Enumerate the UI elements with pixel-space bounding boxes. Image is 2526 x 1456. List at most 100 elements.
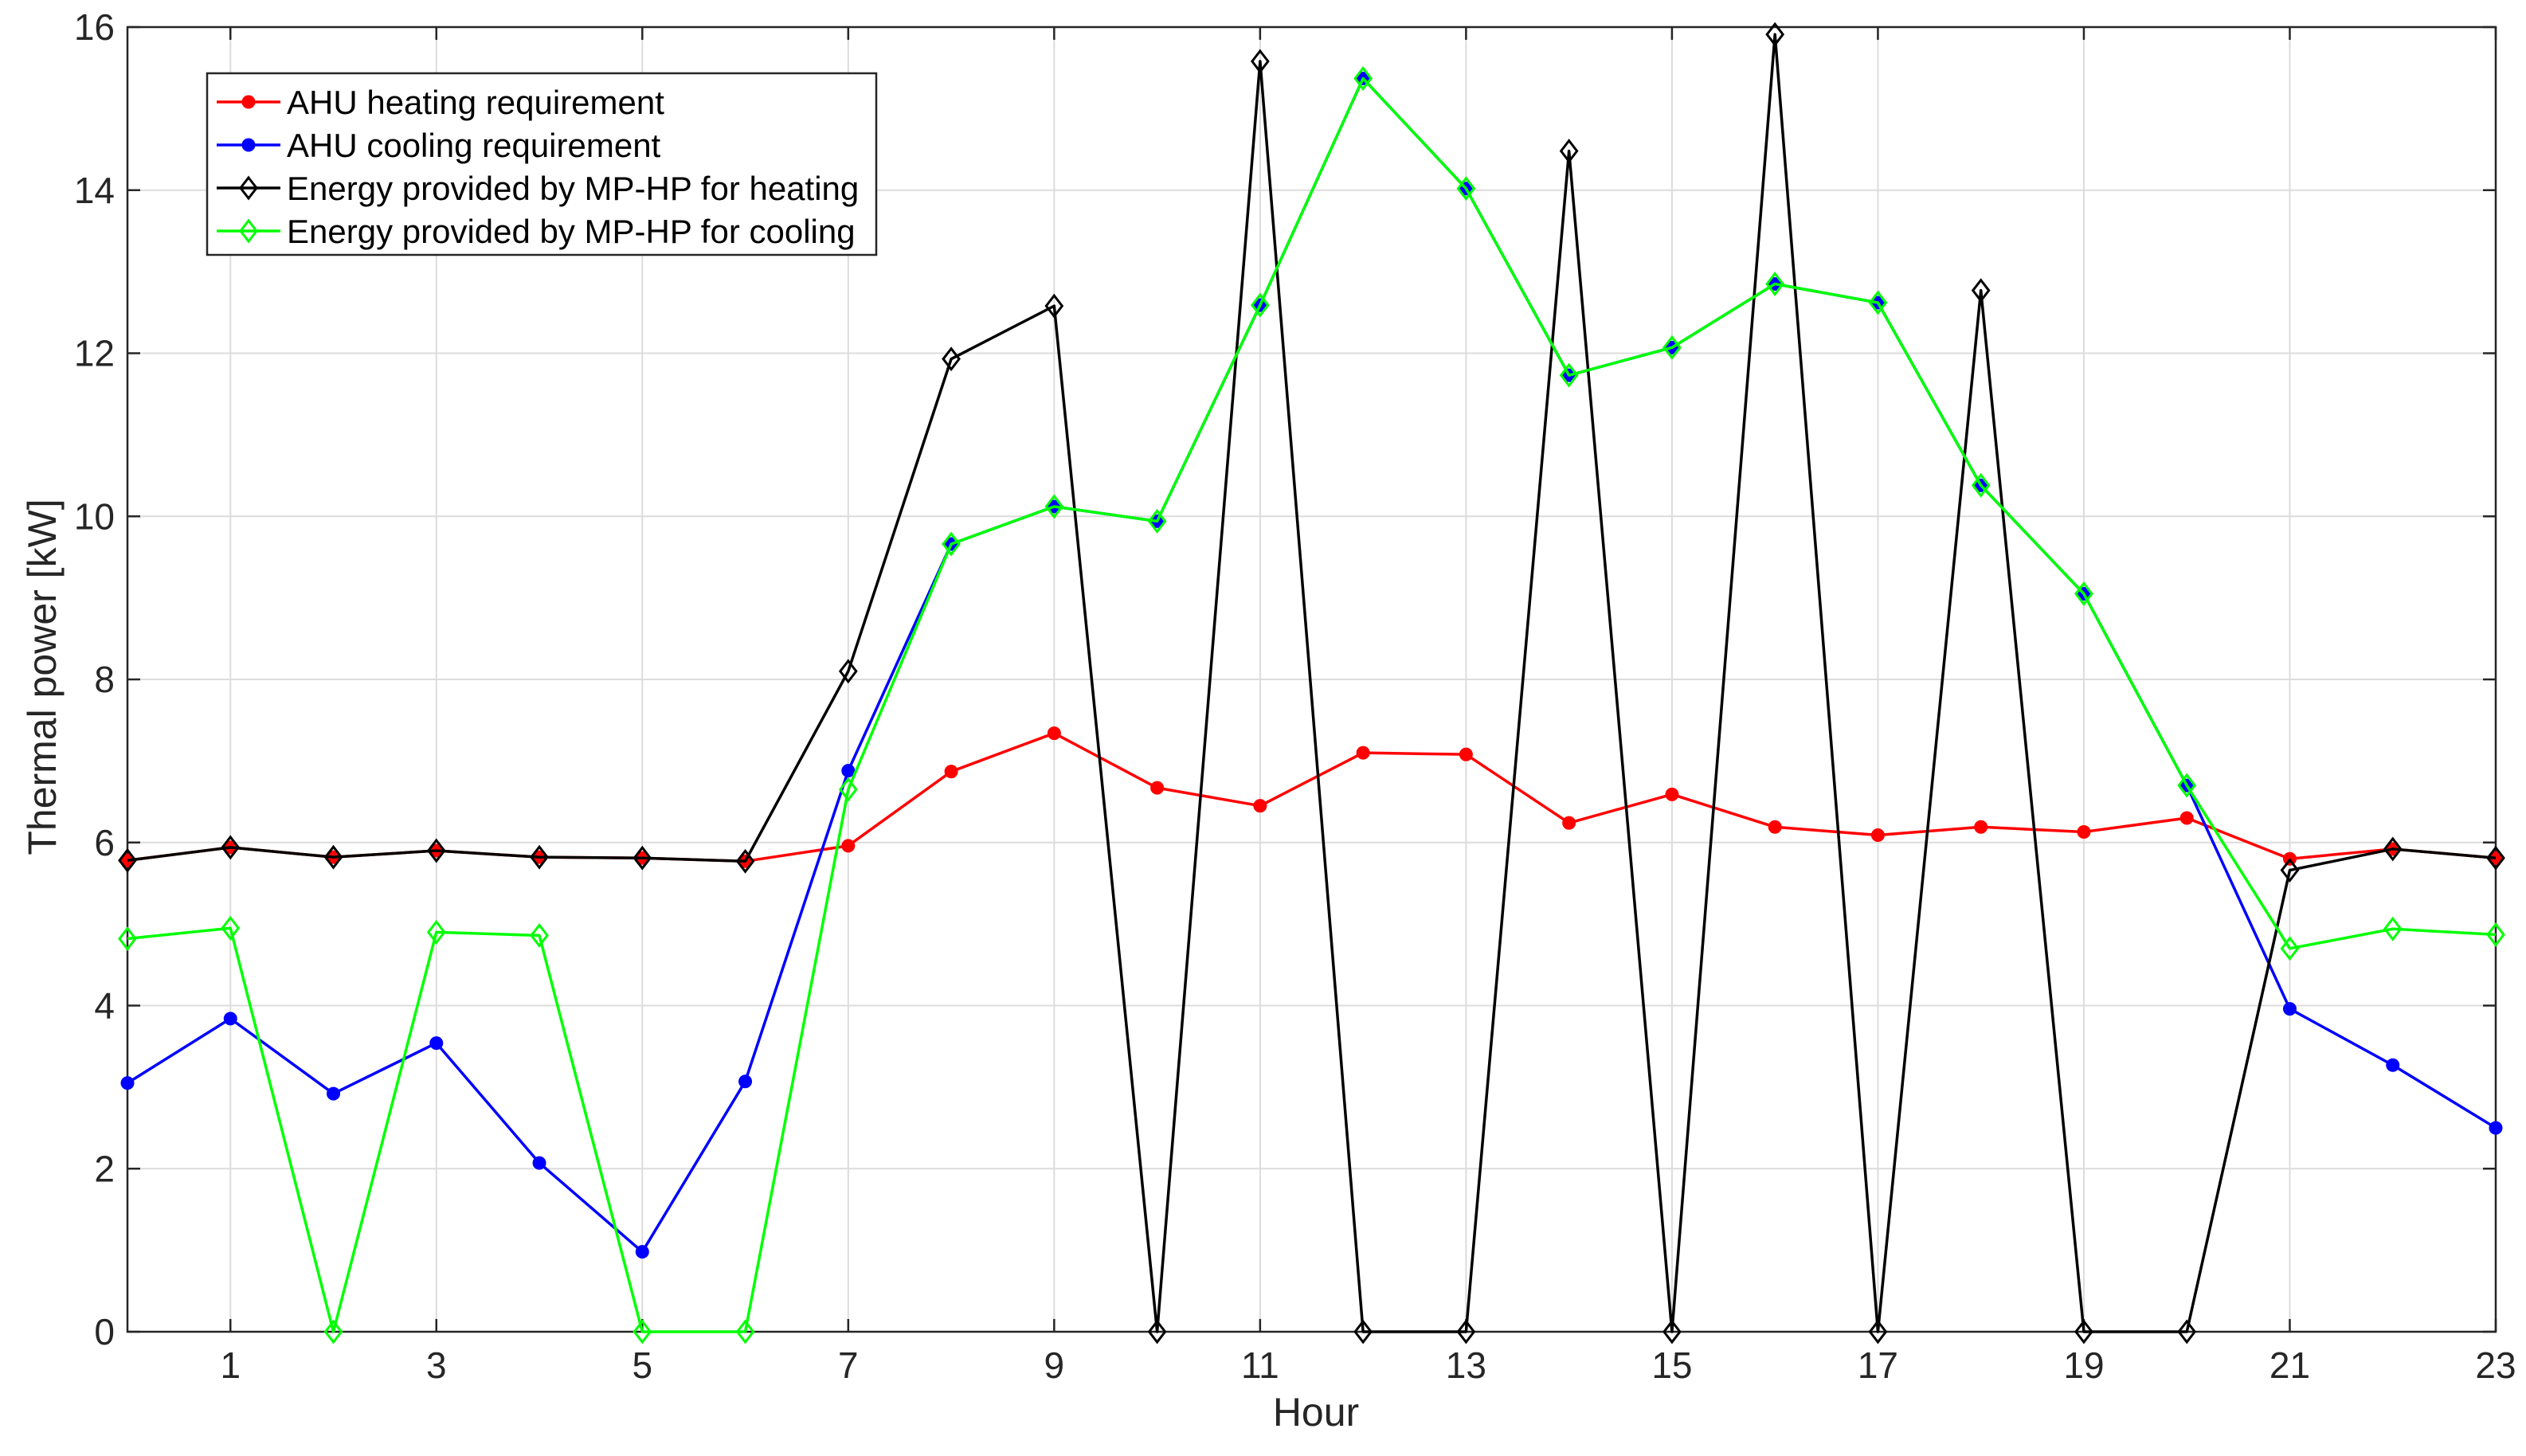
data-point [1662, 1319, 1682, 1344]
data-point [1562, 816, 1576, 830]
series-layer [118, 22, 2505, 1344]
y-tick-label: 14 [74, 170, 115, 211]
data-point [2074, 581, 2093, 606]
data-point [1150, 781, 1165, 795]
legend-item: AHU cooling requirement [217, 127, 661, 164]
legend-marker [239, 218, 258, 244]
data-point [942, 346, 961, 372]
y-tick-label: 0 [94, 1311, 115, 1352]
data-point [1456, 1319, 1476, 1344]
data-point [838, 659, 858, 684]
data-point [2383, 836, 2403, 862]
legend-label: Energy provided by MP-HP for cooling [287, 213, 856, 250]
data-point [635, 1245, 649, 1259]
data-point [944, 765, 958, 779]
data-point [1456, 176, 1476, 202]
data-point [1868, 1319, 1888, 1344]
x-tick-label: 9 [1044, 1344, 1065, 1386]
y-tick-label: 16 [74, 6, 115, 48]
data-point [735, 1319, 755, 1344]
data-point [429, 1036, 444, 1051]
x-tick-label: 23 [2475, 1344, 2516, 1386]
legend-box [206, 72, 878, 256]
series-1 [120, 726, 2503, 868]
legend-marker [241, 138, 256, 152]
data-point [841, 764, 856, 778]
data-point [1044, 293, 1064, 319]
data-point [1459, 747, 1473, 761]
series-4 [118, 66, 2505, 1344]
data-point [1768, 820, 1782, 834]
data-point [2486, 922, 2505, 947]
data-point [118, 847, 137, 873]
data-point [323, 1319, 343, 1344]
data-point [1870, 828, 1885, 843]
data-point [1047, 726, 1061, 741]
data-point [2383, 916, 2403, 941]
y-tick-label: 4 [94, 985, 115, 1027]
data-point [221, 835, 241, 860]
data-point [1868, 290, 1888, 315]
data-point [2177, 1319, 2197, 1344]
legend-label: Energy provided by MP-HP for heating [287, 170, 859, 207]
legend-item: AHU heating requirement [217, 84, 664, 121]
data-point [120, 1076, 135, 1090]
data-point [323, 844, 343, 870]
data-point [327, 1086, 341, 1101]
data-point [1665, 787, 1679, 801]
data-point [2179, 811, 2194, 825]
data-point [841, 839, 856, 853]
series-3 [118, 22, 2505, 1344]
y-tick-label: 12 [74, 333, 115, 374]
legend-label: AHU cooling requirement [287, 127, 661, 164]
data-point [2282, 1002, 2297, 1016]
data-point [426, 838, 446, 863]
data-point [1250, 49, 1270, 74]
y-axis-label: Thermal power [kW] [20, 499, 65, 855]
data-point [2280, 858, 2300, 883]
data-point [118, 926, 137, 952]
data-point [1765, 22, 1785, 47]
series-line [127, 33, 2497, 1333]
y-tick-label: 8 [94, 659, 115, 700]
data-point [1974, 820, 1988, 834]
data-point [2177, 773, 2197, 798]
legend-marker [241, 95, 256, 109]
legend-item: Energy provided by MP-HP for cooling [217, 213, 856, 250]
y-tick-label: 2 [94, 1148, 115, 1189]
data-point [735, 848, 755, 874]
x-tick-label: 3 [426, 1344, 447, 1386]
data-point [532, 1156, 546, 1170]
data-point [2489, 1121, 2503, 1135]
data-point [426, 919, 446, 945]
data-point [942, 531, 961, 557]
series-line [127, 76, 2497, 1333]
x-tick-label: 11 [1241, 1344, 1279, 1386]
data-point [223, 1012, 237, 1026]
legend-label: AHU heating requirement [287, 84, 664, 121]
y-tick-label: 10 [74, 495, 115, 537]
data-point [1250, 292, 1270, 318]
x-tick-label: 1 [220, 1344, 241, 1386]
data-point [1971, 278, 1991, 303]
data-point [2074, 1319, 2093, 1344]
x-tick-label: 5 [632, 1344, 653, 1386]
x-tick-label: 13 [1446, 1344, 1486, 1386]
data-point [738, 1074, 753, 1089]
data-point [632, 845, 652, 871]
data-point [1765, 272, 1785, 296]
x-tick-label: 7 [838, 1344, 859, 1386]
data-point [1353, 66, 1373, 91]
data-point [530, 844, 549, 870]
x-tick-label: 21 [2269, 1344, 2310, 1386]
data-point [221, 915, 241, 941]
legend-item: Energy provided by MP-HP for heating [217, 170, 859, 207]
data-point [1253, 799, 1267, 813]
data-point [530, 922, 549, 948]
legend-marker [239, 175, 258, 201]
x-tick-label: 15 [1651, 1344, 1692, 1386]
data-point [1147, 1319, 1167, 1344]
data-point [1356, 746, 1370, 760]
data-point [1559, 139, 1579, 164]
